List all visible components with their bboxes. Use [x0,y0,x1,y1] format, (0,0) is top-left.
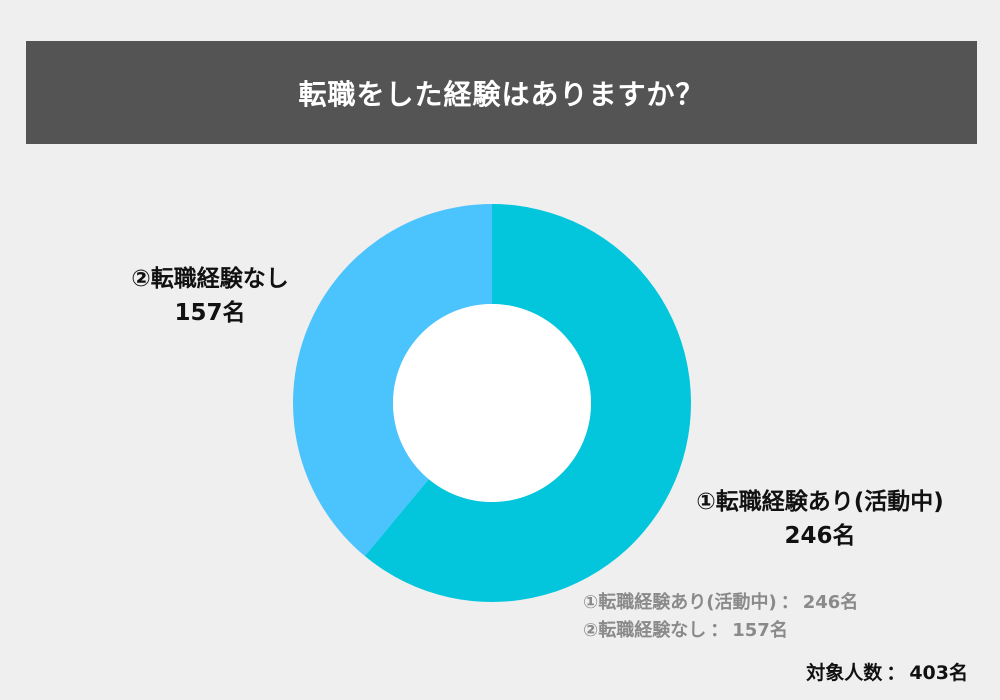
legend-item-no-experience: ②転職経験なし： 157名 [583,617,858,645]
total-label: 対象人数 [806,662,883,684]
title-bar: 転職をした経験はありますか？ [26,41,977,144]
legend-separator: ： [710,620,729,641]
slice-label-has-experience-value: 246名 [784,523,856,549]
legend-item-value: 246名 [802,592,859,613]
slice-label-has-experience: ①転職経験あり(活動中) 246名 [670,485,970,553]
chart-title: 転職をした経験はありますか？ [298,77,705,111]
legend: ①転職経験あり(活動中)： 246名 ②転職経験なし： 157名 [583,589,858,645]
slice-has-experience [364,204,691,603]
donut-hole [393,304,591,502]
legend-item-has-experience: ①転職経験あり(活動中)： 246名 [583,589,858,617]
legend-separator: ： [780,592,799,613]
total-value: 403名 [909,662,968,684]
slice-label-no-experience: ②転職経験なし 157名 [100,262,320,330]
legend-item-name: ②転職経験なし [583,620,707,641]
slice-no-experience [293,204,492,556]
total-separator: ： [886,662,906,684]
legend-item-name: ①転職経験あり(活動中) [583,592,777,613]
slice-label-has-experience-name: ①転職経験あり(活動中) [696,489,944,515]
slice-label-no-experience-value: 157名 [174,300,246,326]
slice-label-no-experience-name: ②転職経験なし [131,266,289,292]
total-respondents: 対象人数： 403名 [806,658,968,685]
legend-item-value: 157名 [732,620,788,641]
